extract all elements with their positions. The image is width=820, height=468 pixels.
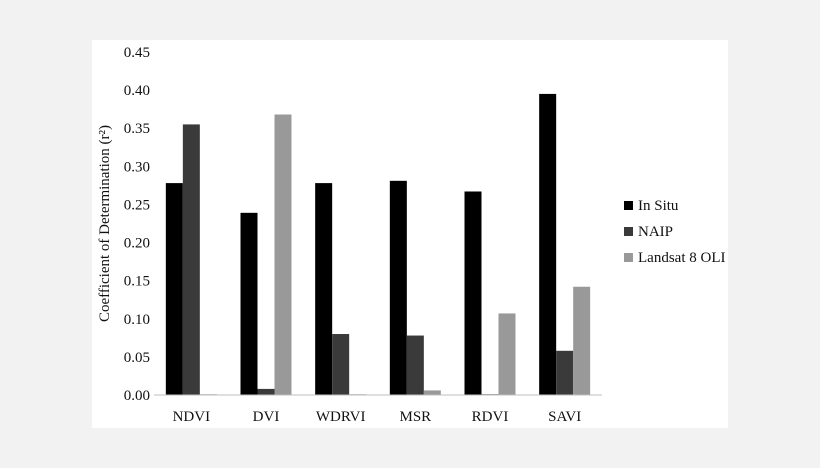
legend-swatch <box>624 201 633 210</box>
legend-swatch <box>624 227 633 236</box>
bar-in-situ-savi <box>539 93 557 395</box>
y-tick-label: 0.20 <box>124 236 150 252</box>
y-tick-label: 0.15 <box>124 274 150 290</box>
y-tick-label: 0.00 <box>124 388 150 404</box>
x-axis: NDVI DVI WDRVI MSR RDVI SAVI <box>154 394 602 425</box>
bar-naip-savi <box>556 350 574 395</box>
chart-panel: 0.00 0.05 0.10 0.15 0.20 0.25 0.30 0.35 0.40 0.45… <box>92 40 728 428</box>
legend-swatch <box>624 253 633 262</box>
legend: In Situ NAIP Landsat 8 OLI <box>624 198 725 266</box>
y-tick-label: 0.40 <box>124 83 150 99</box>
y-tick-label: 0.10 <box>124 312 150 328</box>
bar-in-situ-dvi <box>240 212 258 395</box>
x-tick-label: SAVI <box>548 409 581 425</box>
x-tick-label: WDRVI <box>316 409 366 425</box>
y-tick-label: 0.25 <box>124 197 150 213</box>
x-tick-label: RDVI <box>472 409 509 425</box>
bar-in-situ-wdrvi <box>315 183 333 395</box>
bar-landsat-8-oli-msr <box>423 390 441 395</box>
y-tick-label: 0.30 <box>124 159 150 175</box>
bar-naip-wdrvi <box>332 334 350 395</box>
bar-in-situ-rdvi <box>464 191 482 395</box>
bar-chart: 0.00 0.05 0.10 0.15 0.20 0.25 0.30 0.35 0.40 0.45… <box>97 45 725 425</box>
bar-landsat-8-oli-savi <box>573 286 591 395</box>
bar-landsat-8-oli-dvi <box>274 114 292 395</box>
y-tick-label: 0.35 <box>124 121 150 137</box>
bars <box>165 93 591 396</box>
y-tick-label: 0.45 <box>124 45 150 61</box>
x-tick-label: MSR <box>399 409 431 425</box>
legend-label: In Situ <box>638 198 679 214</box>
x-tick-label: DVI <box>253 409 280 425</box>
y-tick-label: 0.05 <box>124 350 150 366</box>
x-tick-label: NDVI <box>173 409 211 425</box>
y-axis: 0.00 0.05 0.10 0.15 0.20 0.25 0.30 0.35 0.40 0.45 <box>124 45 150 404</box>
bar-naip-msr <box>406 335 424 395</box>
legend-label: Landsat 8 OLI <box>638 250 725 266</box>
bar-in-situ-ndvi <box>165 183 183 395</box>
y-axis-label: Coefficient of Determination (r²) <box>97 125 113 322</box>
bar-naip-ndvi <box>182 124 200 396</box>
bar-in-situ-msr <box>389 180 407 395</box>
bar-landsat-8-oli-rdvi <box>498 313 516 395</box>
legend-label: NAIP <box>638 224 673 240</box>
bar-naip-dvi <box>257 388 275 395</box>
